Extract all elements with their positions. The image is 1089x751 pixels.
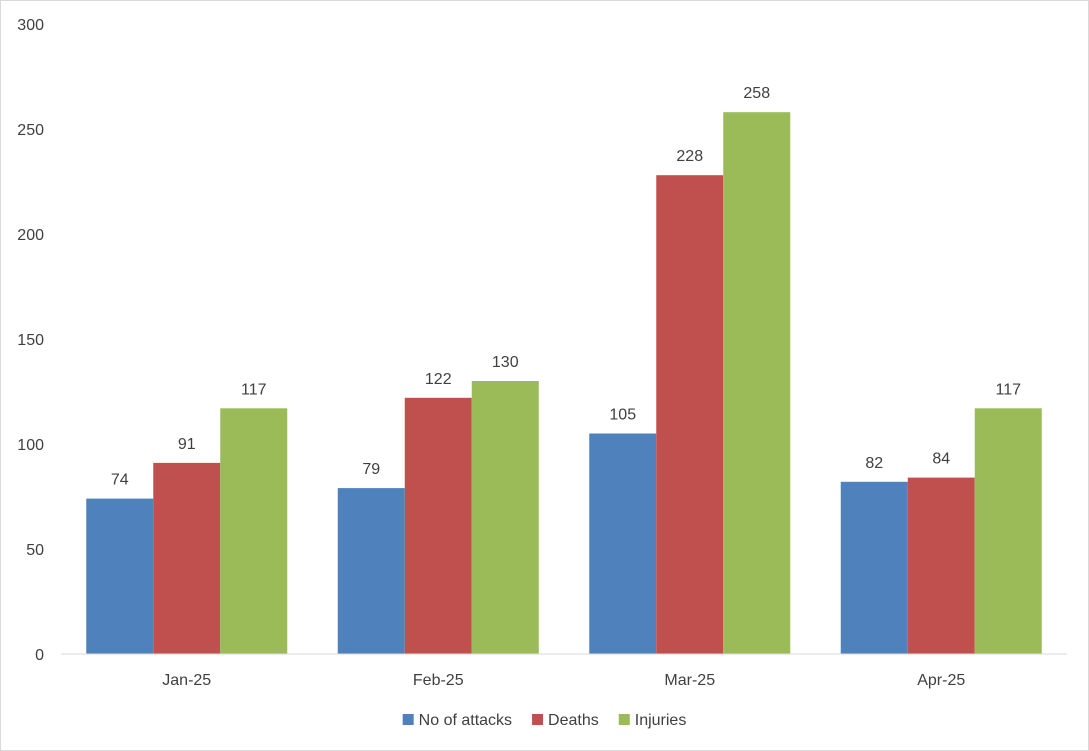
y-tick-label: 250	[17, 122, 44, 139]
data-label: 122	[425, 371, 452, 388]
x-category-label: Feb-25	[413, 672, 464, 689]
bar-no-of-attacks-apr-25	[840, 481, 908, 654]
y-tick-label: 50	[26, 542, 44, 559]
data-label: 105	[609, 407, 636, 424]
data-label: 91	[178, 436, 196, 453]
x-axis-category-labels: Jan-25 Feb-25 Mar-25 Apr-25	[162, 672, 965, 689]
data-label: 117	[995, 381, 1021, 398]
legend-swatch	[532, 714, 544, 725]
data-label: 130	[492, 354, 519, 371]
legend: No of attacks Deaths Injuries	[402, 712, 687, 729]
data-label: 84	[932, 451, 950, 468]
bar-deaths-feb-25	[404, 397, 472, 654]
bar-injuries-mar-25	[723, 112, 791, 654]
x-category-label: Apr-25	[917, 672, 965, 689]
legend-swatch	[402, 714, 414, 725]
data-label: 258	[743, 85, 770, 102]
data-label: 117	[241, 381, 267, 398]
bar-no-of-attacks-jan-25	[86, 498, 154, 654]
bars	[86, 112, 1042, 654]
legend-label: Injuries	[635, 712, 687, 729]
x-category-label: Mar-25	[664, 672, 715, 689]
bar-deaths-mar-25	[656, 175, 724, 654]
y-axis-ticks: 0 50 100 150 200 250 300	[17, 17, 44, 664]
data-label: 74	[111, 472, 129, 489]
x-category-label: Jan-25	[162, 672, 211, 689]
bar-injuries-apr-25	[974, 408, 1042, 654]
legend-swatch	[618, 714, 630, 725]
legend-label: Deaths	[548, 712, 599, 729]
y-tick-label: 200	[17, 227, 44, 244]
bar-deaths-apr-25	[907, 477, 975, 654]
data-label: 228	[676, 148, 703, 165]
data-label: 79	[362, 461, 380, 478]
data-label: 82	[865, 455, 883, 472]
y-tick-label: 300	[17, 17, 44, 34]
bar-injuries-feb-25	[471, 381, 539, 654]
bar-no-of-attacks-mar-25	[589, 433, 657, 654]
y-tick-label: 150	[17, 332, 44, 349]
legend-label: No of attacks	[419, 712, 512, 729]
bar-injuries-jan-25	[220, 408, 288, 654]
y-tick-label: 100	[17, 437, 44, 454]
y-tick-label: 0	[35, 647, 44, 664]
bar-deaths-jan-25	[153, 462, 221, 654]
bar-no-of-attacks-feb-25	[337, 488, 405, 654]
data-labels: 74 91 117 79 122 130 105 228 258 82 84 117	[111, 85, 1021, 488]
